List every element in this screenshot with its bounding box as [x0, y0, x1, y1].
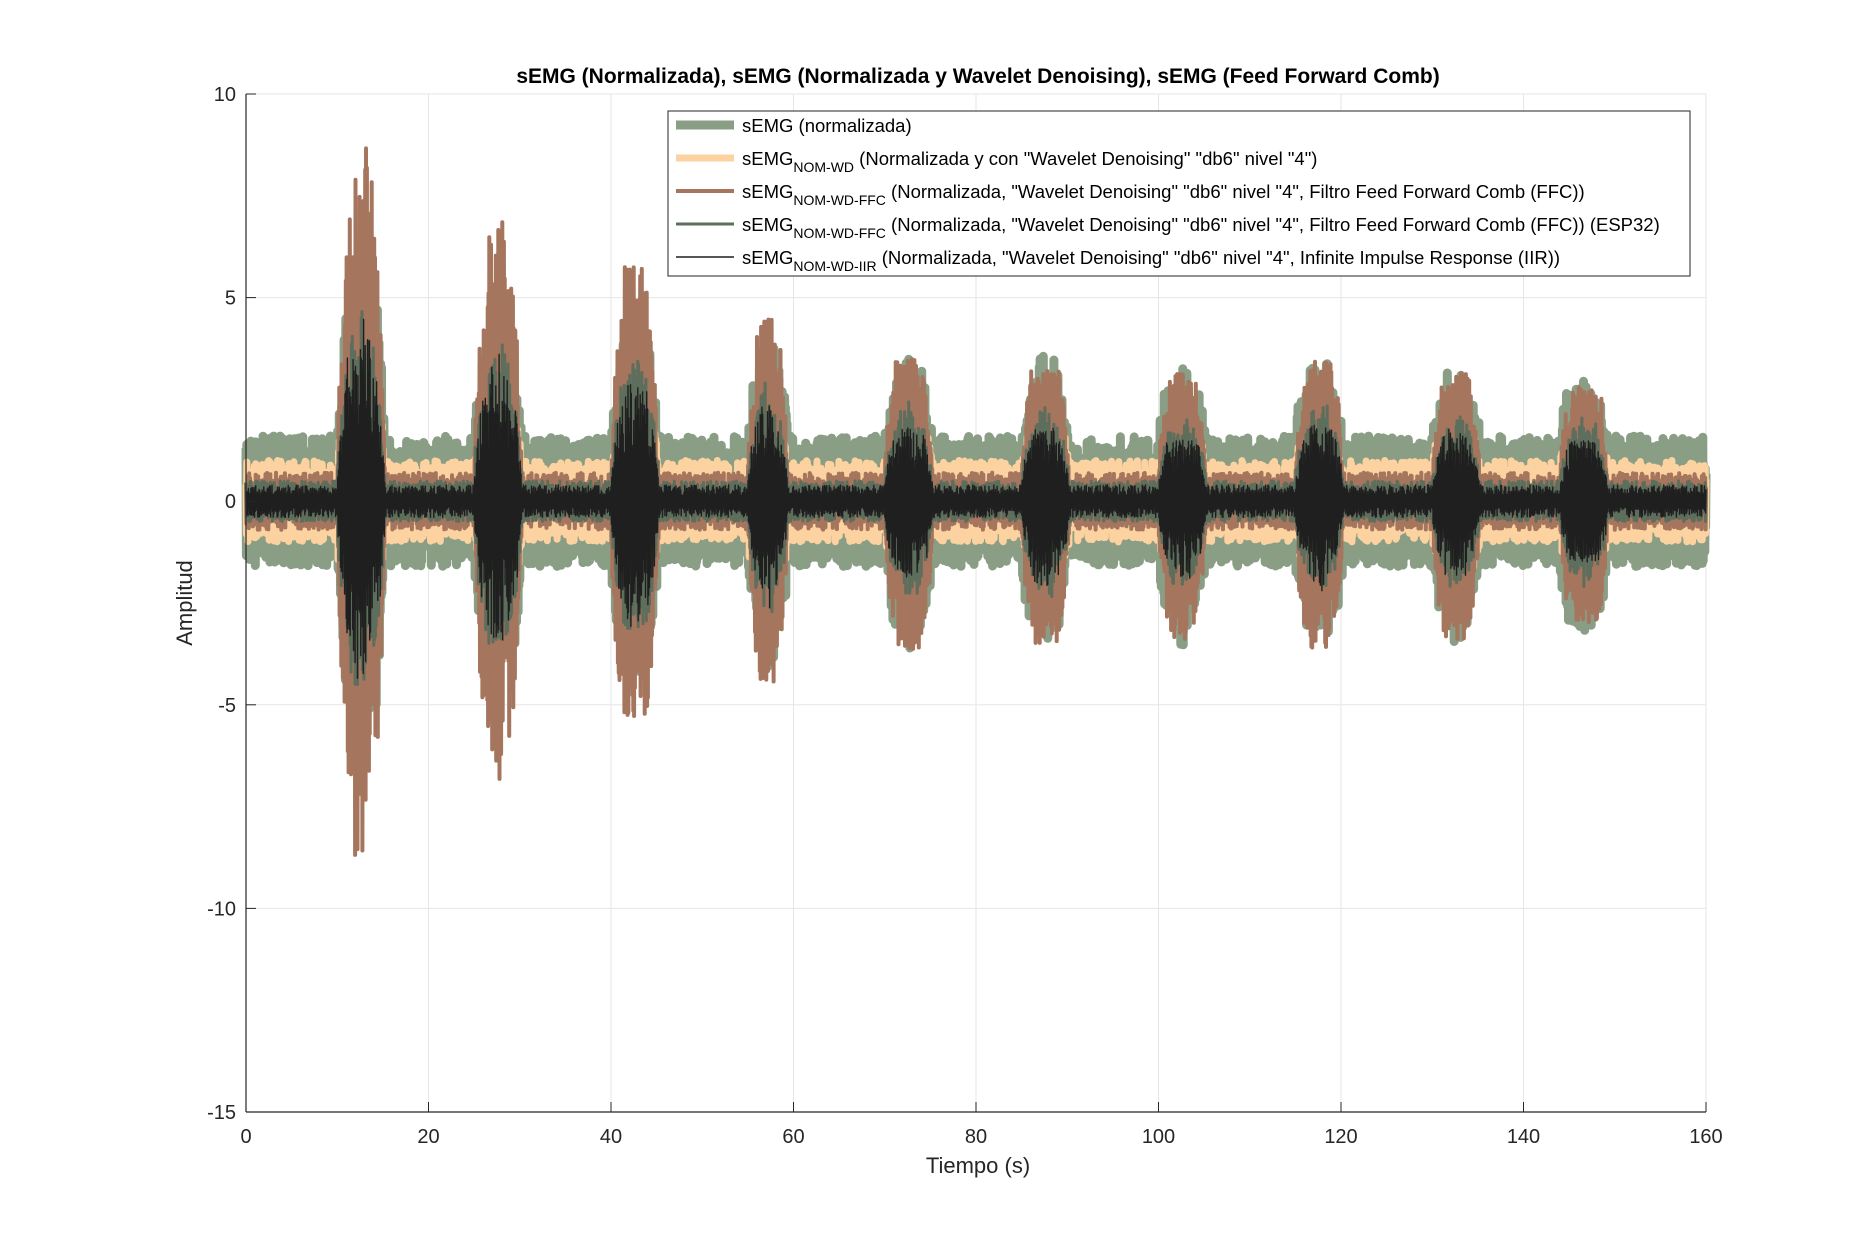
chart-title: sEMG (Normalizada), sEMG (Normalizada y …: [516, 65, 1439, 88]
legend-entry-rest: (Normalizada y con "Wavelet Denoising" "…: [854, 148, 1317, 169]
y-axis-label: Amplitud: [172, 560, 197, 646]
y-tick-label: -15: [207, 1102, 236, 1124]
y-tick-label: -5: [218, 695, 236, 717]
series-line: [245, 318, 1707, 679]
legend-entry-base: sEMG: [742, 214, 793, 235]
x-tick-label: 120: [1324, 1126, 1357, 1148]
y-tick-label: 10: [214, 84, 236, 106]
legend-entry-rest: (normalizada): [793, 115, 911, 136]
series-line: [244, 146, 1708, 857]
legend-entry: sEMG (normalizada): [742, 115, 912, 136]
legend-box: [667, 110, 1691, 277]
legend-entry-subscript: NOM-WD-FFC: [793, 192, 886, 208]
legend-entry-base: sEMG: [742, 115, 793, 136]
x-tick-label: 0: [240, 1126, 251, 1148]
x-tick-label: 140: [1507, 1126, 1540, 1148]
legend-entry-base: sEMG: [742, 148, 793, 169]
legend-entry: sEMGNOM-WD-IIR (Normalizada, "Wavelet De…: [742, 247, 1560, 274]
x-tick-label: 100: [1142, 1126, 1175, 1148]
x-tick-label: 160: [1689, 1126, 1722, 1148]
y-tick-label: 5: [225, 288, 236, 310]
x-axis-label: Tiempo (s): [926, 1153, 1030, 1178]
y-tick-label: -10: [207, 898, 236, 920]
legend-entry-base: sEMG: [742, 181, 793, 202]
legend-entry: sEMGNOM-WD-FFC (Normalizada, "Wavelet De…: [742, 214, 1660, 241]
x-tick-label: 20: [417, 1126, 439, 1148]
axes: 0 20 40 60 80 100 120 140 160 -15 -10 -5 0 5 10: [207, 84, 1723, 1148]
legend: sEMG (normalizada)sEMGNOM-WD (Normalizad…: [667, 110, 1691, 277]
legend-entry-subscript: NOM-WD: [793, 159, 854, 175]
legend-entry: sEMGNOM-WD (Normalizada y con "Wavelet D…: [742, 148, 1317, 175]
legend-entry-rest: (Normalizada, "Wavelet Denoising" "db6" …: [886, 214, 1660, 235]
series-group: [241, 146, 1711, 857]
legend-entry-subscript: NOM-WD-IIR: [793, 258, 876, 274]
x-tick-label: 40: [600, 1126, 622, 1148]
legend-entry-subscript: NOM-WD-FFC: [793, 225, 886, 241]
legend-entry-rest: (Normalizada, "Wavelet Denoising" "db6" …: [877, 247, 1560, 268]
legend-entry-base: sEMG: [742, 247, 793, 268]
legend-entry-rest: (Normalizada, "Wavelet Denoising" "db6" …: [886, 181, 1585, 202]
x-tick-label: 60: [782, 1126, 804, 1148]
series-line: [244, 310, 1708, 687]
x-tick-label: 80: [965, 1126, 987, 1148]
y-tick-label: 0: [225, 491, 236, 513]
legend-entry: sEMGNOM-WD-FFC (Normalizada, "Wavelet De…: [742, 181, 1585, 208]
